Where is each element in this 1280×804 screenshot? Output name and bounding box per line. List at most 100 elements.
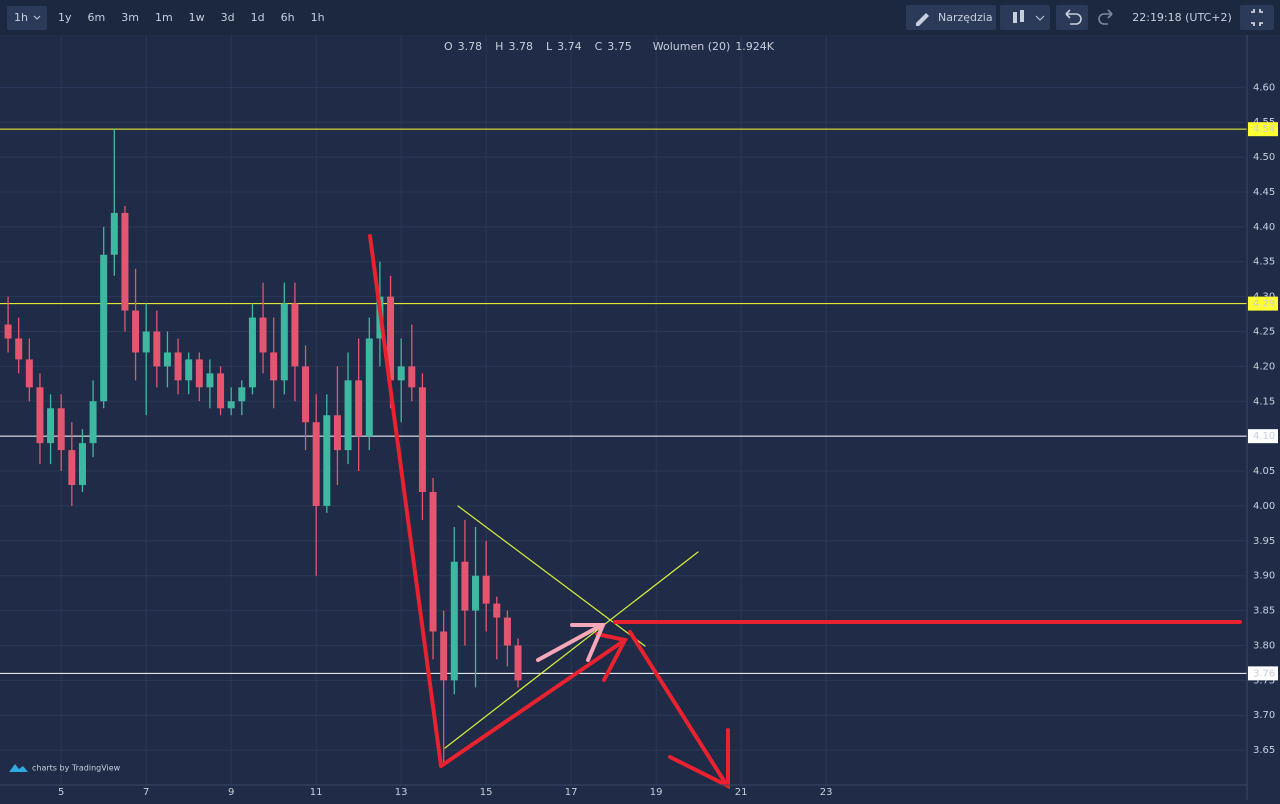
y-tick-label: 4.20 bbox=[1253, 361, 1275, 372]
collapse-icon bbox=[1251, 9, 1263, 26]
range-button[interactable]: 1d bbox=[251, 11, 265, 24]
undo-button[interactable] bbox=[1056, 5, 1088, 30]
candle-body bbox=[418, 387, 426, 492]
candle-body bbox=[355, 380, 363, 437]
x-tick-label: 19 bbox=[650, 787, 663, 798]
range-button[interactable]: 1h bbox=[311, 11, 325, 24]
level-label: 4.29 bbox=[1253, 299, 1275, 310]
arrow-head bbox=[570, 623, 607, 662]
candle-body bbox=[503, 617, 511, 646]
candle-icon bbox=[1013, 12, 1017, 23]
y-tick-label: 3.95 bbox=[1253, 536, 1275, 547]
candle-body bbox=[57, 408, 65, 451]
candle-body bbox=[461, 561, 469, 611]
candle-body bbox=[163, 352, 171, 367]
candle-body bbox=[142, 331, 150, 353]
candles bbox=[4, 129, 522, 765]
candle-body bbox=[333, 415, 341, 451]
legend-value: 3.78 bbox=[508, 40, 533, 53]
interval-button[interactable] bbox=[7, 6, 47, 30]
candle-body bbox=[408, 366, 416, 388]
interval[interactable]: 1h bbox=[14, 11, 28, 24]
range-button[interactable]: 3d bbox=[221, 11, 235, 24]
candle-body bbox=[323, 415, 331, 506]
range-button[interactable]: 6m bbox=[88, 11, 106, 24]
y-tick-label: 4.25 bbox=[1253, 327, 1275, 338]
candle-body bbox=[153, 331, 161, 367]
y-tick-label: 3.90 bbox=[1253, 571, 1275, 582]
level-label: 3.76 bbox=[1253, 668, 1275, 679]
range-button[interactable]: 1m bbox=[155, 11, 173, 24]
candle-body bbox=[36, 387, 44, 444]
candle-body bbox=[132, 310, 140, 353]
chevron bbox=[33, 15, 41, 20]
pencil-icon bbox=[916, 13, 929, 26]
fullscreen-button[interactable] bbox=[1240, 5, 1274, 30]
x-tick-label: 17 bbox=[565, 787, 578, 798]
candle-body bbox=[121, 212, 129, 311]
arrow-line bbox=[368, 234, 443, 768]
redo-icon[interactable] bbox=[1098, 9, 1113, 25]
range-button[interactable]: 3m bbox=[121, 11, 139, 24]
y-tick-label: 3.80 bbox=[1253, 640, 1275, 651]
candle-body bbox=[68, 450, 76, 485]
candle-body bbox=[78, 443, 86, 485]
x-tick-label: 21 bbox=[735, 787, 748, 798]
y-tick-label: 4.50 bbox=[1253, 152, 1275, 163]
levels bbox=[0, 128, 1247, 674]
legend-key: L bbox=[546, 40, 553, 53]
trend-line bbox=[444, 551, 699, 749]
x-tick-label: 5 bbox=[58, 787, 64, 798]
candle-body bbox=[365, 338, 373, 437]
candle-body bbox=[482, 575, 490, 604]
candle-body bbox=[195, 359, 203, 388]
y-tick-label: 4.00 bbox=[1253, 501, 1275, 512]
level-tag bbox=[1248, 666, 1278, 681]
clock: 22:19:18 (UTC+2) bbox=[1132, 11, 1232, 24]
candle-body bbox=[4, 324, 12, 339]
y-tick-label: 4.05 bbox=[1253, 466, 1275, 477]
candle-body bbox=[15, 338, 23, 360]
candle-icon bbox=[1020, 10, 1024, 22]
legend-key: Wolumen (20) bbox=[653, 40, 731, 53]
x-tick-label: 13 bbox=[395, 787, 408, 798]
candle-body bbox=[440, 631, 448, 681]
arrow-line bbox=[628, 630, 728, 786]
candle-body bbox=[217, 373, 225, 409]
candle-body bbox=[206, 373, 214, 388]
legend-key: O bbox=[444, 40, 453, 53]
tools-button[interactable] bbox=[906, 5, 996, 30]
tools[interactable]: Narzędzia bbox=[938, 11, 993, 24]
candle-body bbox=[185, 359, 193, 381]
arrow-head bbox=[595, 632, 628, 682]
watermark: charts by TradingView bbox=[32, 764, 121, 773]
ohlc-legend: O 3.78 H 3.78 L 3.74 C 3.75 Wolumen (20) 1.924K bbox=[444, 40, 775, 53]
x-tick-label: 11 bbox=[310, 787, 323, 798]
candle-body bbox=[110, 212, 118, 255]
candle-body bbox=[493, 603, 501, 618]
candle-body bbox=[248, 317, 256, 388]
candle-body bbox=[429, 491, 437, 632]
y-tick-label: 4.35 bbox=[1253, 257, 1275, 268]
range-button[interactable]: 6h bbox=[281, 11, 295, 24]
candle-body bbox=[25, 359, 33, 388]
x-tick-label: 15 bbox=[480, 787, 493, 798]
y-tick-label: 4.40 bbox=[1253, 222, 1275, 233]
x-tick-label: 7 bbox=[143, 787, 149, 798]
candle-body bbox=[344, 380, 352, 451]
level-label: 4.10 bbox=[1253, 431, 1275, 442]
range-button[interactable]: 1y bbox=[58, 11, 72, 24]
legend-key: H bbox=[495, 40, 503, 53]
x-tick-label: 23 bbox=[820, 787, 833, 798]
range-button[interactable]: 1w bbox=[189, 11, 205, 24]
candle-body bbox=[238, 387, 246, 402]
level-tag bbox=[1248, 429, 1278, 444]
drawings bbox=[368, 234, 1242, 790]
chart-type-button[interactable] bbox=[1000, 5, 1050, 30]
x-tick-label: 9 bbox=[228, 787, 234, 798]
logo bbox=[9, 764, 28, 772]
y-tick-label: 4.15 bbox=[1253, 396, 1275, 407]
level-tag bbox=[1248, 122, 1278, 137]
